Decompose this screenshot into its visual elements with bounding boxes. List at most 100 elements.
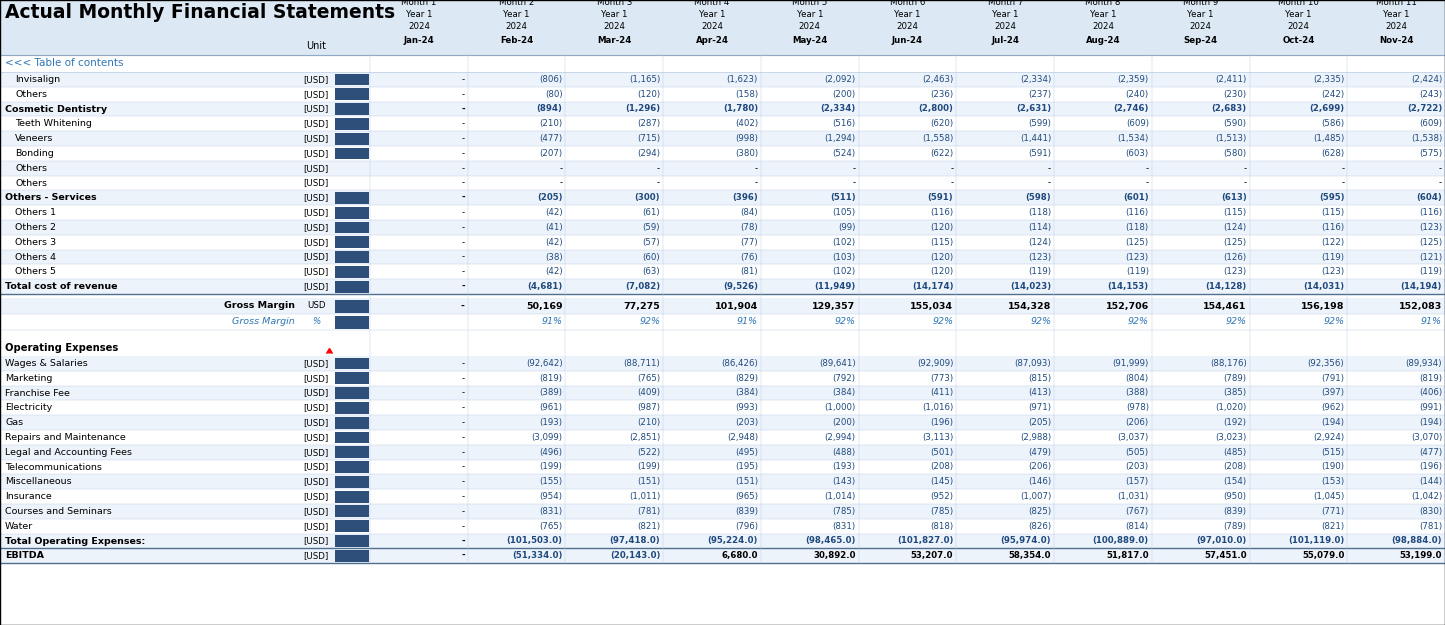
Bar [0, 401, 1445, 415]
Text: (144): (144) [1419, 478, 1442, 486]
Text: (118): (118) [1027, 208, 1051, 217]
Text: (123): (123) [1224, 268, 1247, 276]
Text: -: - [1146, 179, 1149, 187]
Text: (95,974.0): (95,974.0) [1000, 536, 1051, 546]
Bar [335, 299, 368, 312]
Text: Electricity: Electricity [4, 403, 52, 412]
Text: (488): (488) [832, 448, 855, 457]
Text: (205): (205) [538, 193, 562, 202]
Text: -: - [461, 282, 465, 291]
Text: (101,119.0): (101,119.0) [1287, 536, 1344, 546]
Text: 53,199.0: 53,199.0 [1400, 551, 1442, 560]
Text: (485): (485) [1224, 448, 1247, 457]
Text: 57,451.0: 57,451.0 [1204, 551, 1247, 560]
Text: (2,334): (2,334) [821, 104, 855, 114]
Text: (207): (207) [539, 149, 562, 158]
Text: (41): (41) [545, 223, 562, 232]
Text: (120): (120) [931, 223, 954, 232]
Bar [0, 534, 1445, 548]
Text: 2024: 2024 [506, 22, 527, 31]
Bar [335, 535, 368, 547]
Text: -: - [461, 268, 465, 276]
Text: (236): (236) [931, 90, 954, 99]
Text: (384): (384) [736, 389, 759, 398]
Text: [USD]: [USD] [303, 282, 328, 291]
Text: (1,485): (1,485) [1314, 134, 1344, 143]
Text: (522): (522) [637, 448, 660, 457]
Bar [0, 87, 1445, 102]
Text: (2,359): (2,359) [1117, 75, 1149, 84]
Text: (586): (586) [1321, 119, 1344, 128]
Text: 30,892.0: 30,892.0 [814, 551, 855, 560]
Text: (830): (830) [1419, 507, 1442, 516]
Text: Total Operating Expenses:: Total Operating Expenses: [4, 536, 146, 546]
Text: -: - [461, 164, 465, 172]
Text: (123): (123) [1126, 253, 1149, 261]
Text: (146): (146) [1027, 478, 1051, 486]
Text: (411): (411) [931, 389, 954, 398]
Text: (116): (116) [931, 208, 954, 217]
Bar [335, 103, 368, 115]
Text: (116): (116) [1126, 208, 1149, 217]
Text: (116): (116) [1419, 208, 1442, 217]
Text: (628): (628) [1321, 149, 1344, 158]
Text: (389): (389) [539, 389, 562, 398]
Text: -: - [1048, 164, 1051, 172]
Text: (125): (125) [1419, 238, 1442, 247]
Text: Jan-24: Jan-24 [403, 36, 435, 45]
Text: (190): (190) [1321, 462, 1344, 471]
Text: Insurance: Insurance [4, 492, 52, 501]
Text: (57): (57) [643, 238, 660, 247]
Text: -: - [461, 134, 465, 143]
Text: (61): (61) [643, 208, 660, 217]
Text: Others: Others [14, 179, 48, 187]
Text: %: % [312, 318, 321, 326]
Text: (89,934): (89,934) [1406, 359, 1442, 368]
Text: (380): (380) [736, 149, 759, 158]
Text: (2,746): (2,746) [1114, 104, 1149, 114]
Text: (14,194): (14,194) [1400, 282, 1442, 291]
Text: Wages & Salaries: Wages & Salaries [4, 359, 88, 368]
Text: (92,642): (92,642) [526, 359, 562, 368]
Text: (505): (505) [1126, 448, 1149, 457]
Text: (789): (789) [1224, 522, 1247, 531]
Text: -: - [1341, 164, 1344, 172]
Bar [0, 264, 1445, 279]
Bar [335, 207, 368, 219]
Text: -: - [657, 164, 660, 172]
Bar [0, 474, 1445, 489]
Text: -: - [1341, 179, 1344, 187]
Text: Others: Others [14, 90, 48, 99]
Text: (1,296): (1,296) [626, 104, 660, 114]
Text: -: - [754, 179, 759, 187]
Text: (287): (287) [637, 119, 660, 128]
Text: (95,224.0): (95,224.0) [708, 536, 759, 546]
Text: (42): (42) [545, 238, 562, 247]
Text: [USD]: [USD] [303, 134, 328, 143]
Bar [0, 489, 1445, 504]
Bar [335, 316, 368, 329]
Text: [USD]: [USD] [303, 164, 328, 172]
Text: Oct-24: Oct-24 [1282, 36, 1315, 45]
Text: Year 1: Year 1 [1188, 10, 1214, 19]
Text: (192): (192) [1224, 418, 1247, 427]
Text: (193): (193) [539, 418, 562, 427]
Text: Gas: Gas [4, 418, 23, 427]
Text: -: - [461, 551, 465, 560]
Text: (3,113): (3,113) [922, 433, 954, 442]
Text: -: - [461, 104, 465, 114]
Text: -: - [461, 193, 465, 202]
Text: [USD]: [USD] [303, 551, 328, 560]
Text: (203): (203) [1126, 462, 1149, 471]
Text: (105): (105) [832, 208, 855, 217]
Bar [335, 132, 368, 144]
Text: [USD]: [USD] [303, 104, 328, 114]
Text: (92,909): (92,909) [918, 359, 954, 368]
Bar [335, 74, 368, 85]
Text: -: - [461, 253, 465, 261]
Text: (2,463): (2,463) [922, 75, 954, 84]
Text: (511): (511) [829, 193, 855, 202]
Text: (789): (789) [1224, 374, 1247, 382]
Bar [0, 294, 1445, 298]
Text: (210): (210) [539, 119, 562, 128]
